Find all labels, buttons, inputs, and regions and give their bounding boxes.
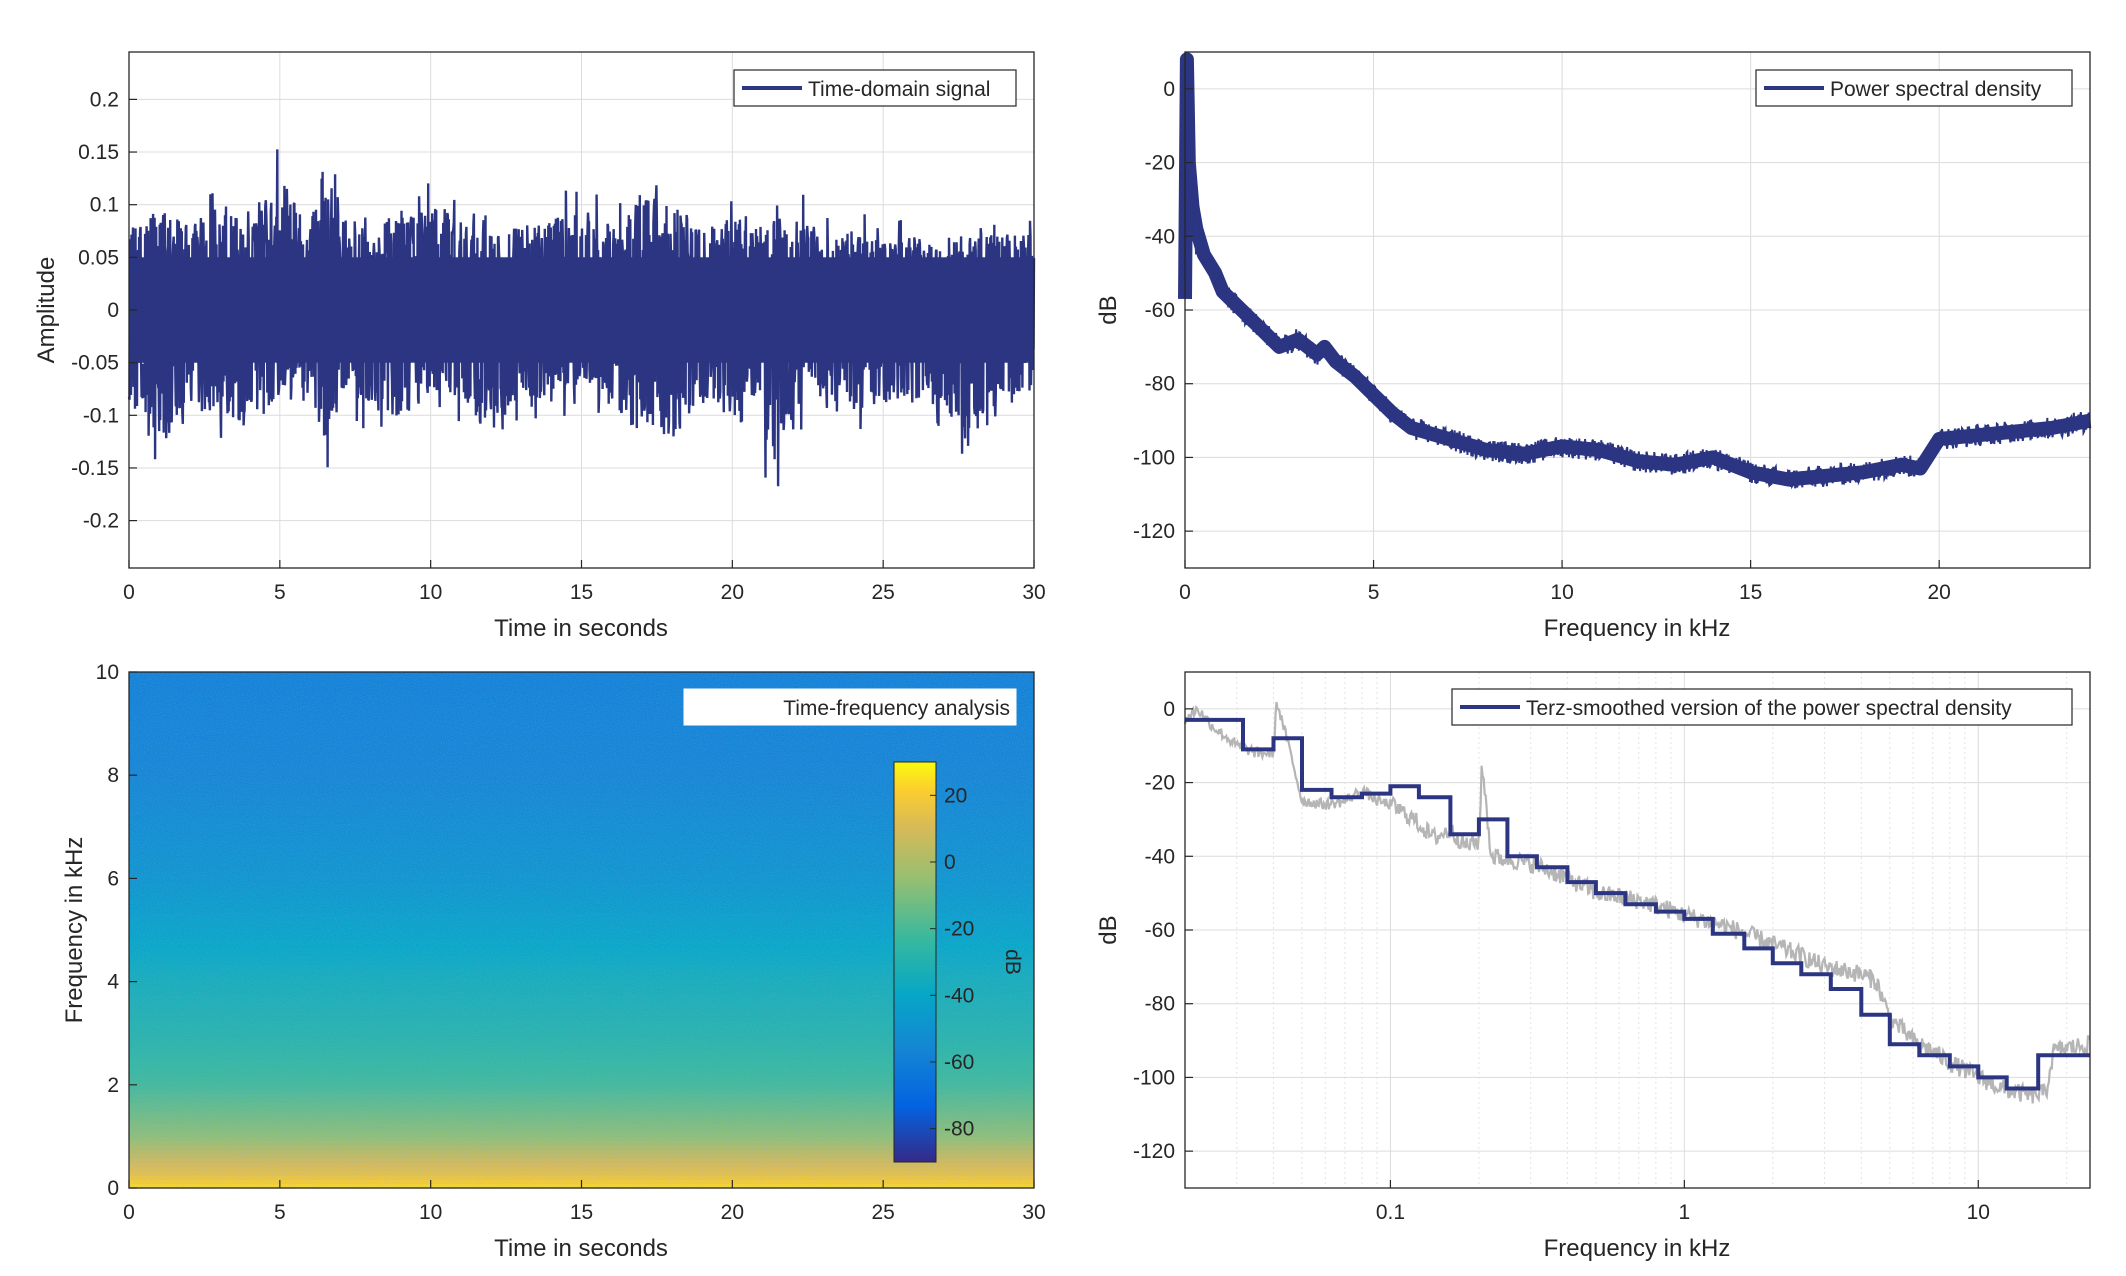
y-tick-label: -0.15	[71, 457, 119, 480]
terz-smoothed-panel: 0.1 1 10 0 -20 -40 -60 -80 -100 -120 Frequency in…	[1095, 671, 2091, 1262]
x-tick-label: 1	[1678, 1201, 1690, 1224]
y-tick-label: 8	[107, 764, 119, 787]
legend-label: Time-domain signal	[808, 78, 990, 101]
axis-ticks: 0.1 1 10 0 -20 -40 -60 -80 -100 -120	[1133, 698, 1990, 1224]
y-tick-label: 0	[1163, 78, 1175, 101]
x-tick-label: 20	[1927, 581, 1950, 604]
grid-lines	[1185, 672, 2090, 1188]
y-tick-label: 2	[107, 1074, 119, 1097]
colorbar-tick-label: -20	[944, 918, 974, 941]
psd-band	[1178, 52, 2092, 487]
x-tick-label: 0	[1179, 581, 1191, 604]
y-tick-label: 0	[107, 1177, 119, 1200]
y-tick-label: -0.2	[83, 510, 119, 533]
y-tick-label: -20	[1145, 772, 1175, 795]
x-axis-label: Time in seconds	[494, 615, 668, 642]
colorbar-tick-label: 0	[944, 851, 956, 874]
y-tick-label: 0	[107, 299, 119, 322]
time-domain-signal-plot	[127, 149, 1036, 487]
psd-plot	[1178, 52, 2092, 490]
x-tick-label: 25	[871, 581, 894, 604]
y-axis-label: dB	[1095, 295, 1122, 324]
time-domain-panel: 0 5 10 15 20 25 30 0.2 0.15 0.1 0.05 0 -0.05 -0.1 -0.1…	[33, 51, 1046, 642]
colorbar-tick-label: -40	[944, 984, 974, 1007]
y-tick-label: -80	[1145, 373, 1175, 396]
x-tick-label: 20	[721, 581, 744, 604]
y-tick-label: -80	[1145, 993, 1175, 1016]
x-axis-label: Frequency in kHz	[1544, 615, 1731, 642]
y-tick-label: 0	[1163, 698, 1175, 721]
legend: Time-domain signal	[733, 69, 1017, 107]
colorbar-tick-label: 20	[944, 784, 967, 807]
psd-panel: 0 5 10 15 20 0 -20 -40 -60 -80 -100 -120 Frequency …	[1095, 51, 2092, 642]
colorbar-label: dB	[1001, 949, 1024, 975]
spectrogram-noise	[129, 672, 1034, 1188]
legend-label: Time-frequency analysis	[783, 697, 1010, 720]
x-tick-label: 10	[1550, 581, 1573, 604]
spectrogram-panel: 0 5 10 15 20 25 30 0 2 4 6 8 10 Time in seconds Freq…	[61, 661, 1046, 1262]
legend-label: Terz-smoothed version of the power spect…	[1526, 697, 2012, 720]
colorbar-ticks: 20 0 -20 -40 -60 -80	[930, 784, 974, 1141]
y-tick-label: -120	[1133, 520, 1175, 543]
y-tick-label: 0.1	[90, 194, 119, 217]
x-tick-label: 20	[721, 1201, 744, 1224]
x-tick-label: 0.1	[1376, 1201, 1405, 1224]
x-tick-label: 0	[123, 1201, 135, 1224]
y-axis-label: Amplitude	[33, 257, 60, 364]
x-tick-label: 15	[570, 581, 593, 604]
x-tick-label: 5	[274, 1201, 286, 1224]
x-tick-label: 30	[1022, 581, 1045, 604]
y-tick-label: -60	[1145, 919, 1175, 942]
y-tick-label: 10	[96, 661, 119, 684]
y-tick-label: -100	[1133, 446, 1175, 469]
psd-line	[1184, 70, 2091, 490]
y-tick-label: 6	[107, 867, 119, 890]
legend: Time-frequency analysis	[683, 688, 1017, 726]
axis-ticks: 0 5 10 15 20 25 30 0 2 4 6 8 10	[96, 661, 1046, 1224]
x-axis-label: Time in seconds	[494, 1235, 668, 1262]
raw-psd-line	[1183, 702, 2091, 1104]
colorbar-tick-label: -60	[944, 1051, 974, 1074]
terz-smoothed-plot	[1183, 702, 2091, 1104]
y-tick-label: -60	[1145, 299, 1175, 322]
y-tick-label: 0.2	[90, 88, 119, 111]
signal-core-band	[130, 257, 1033, 363]
y-tick-label: -20	[1145, 152, 1175, 175]
y-tick-label: -40	[1145, 845, 1175, 868]
legend-box	[683, 688, 1017, 726]
y-tick-label: -40	[1145, 225, 1175, 248]
colorbar-tick-label: -80	[944, 1118, 974, 1141]
legend-label: Power spectral density	[1830, 78, 2042, 101]
y-tick-label: -0.1	[83, 404, 119, 427]
y-tick-label: 0.05	[78, 246, 119, 269]
x-tick-label: 0	[123, 581, 135, 604]
x-tick-label: 25	[871, 1201, 894, 1224]
y-tick-label: -120	[1133, 1140, 1175, 1163]
x-tick-label: 5	[1368, 581, 1380, 604]
x-tick-label: 15	[1739, 581, 1762, 604]
y-axis-label: dB	[1095, 915, 1122, 944]
y-tick-label: -100	[1133, 1066, 1175, 1089]
x-tick-label: 30	[1022, 1201, 1045, 1224]
colorbar: 20 0 -20 -40 -60 -80 dB	[893, 761, 1024, 1163]
x-tick-label: 10	[419, 581, 442, 604]
y-tick-label: 0.15	[78, 141, 119, 164]
y-axis-label: Frequency in kHz	[61, 837, 88, 1024]
x-tick-label: 10	[1967, 1201, 1990, 1224]
axis-ticks: 0 5 10 15 20 0 -20 -40 -60 -80 -100 -120	[1133, 78, 1951, 604]
axis-ticks: 0 5 10 15 20 25 30 0.2 0.15 0.1 0.05 0 -0.05 -0.1 -0.1…	[71, 88, 1046, 604]
y-tick-label: -0.05	[71, 352, 119, 375]
x-axis-label: Frequency in kHz	[1544, 1235, 1731, 1262]
terz-smoothed-line	[1185, 717, 2090, 1091]
legend-box	[1451, 688, 2073, 726]
x-tick-label: 10	[419, 1201, 442, 1224]
x-tick-label: 5	[274, 581, 286, 604]
grid-lines	[1184, 52, 2090, 568]
legend: Power spectral density	[1755, 69, 2073, 107]
x-tick-label: 15	[570, 1201, 593, 1224]
legend: Terz-smoothed version of the power spect…	[1451, 688, 2073, 726]
colorbar-gradient	[893, 761, 937, 1163]
y-tick-label: 4	[107, 971, 119, 994]
